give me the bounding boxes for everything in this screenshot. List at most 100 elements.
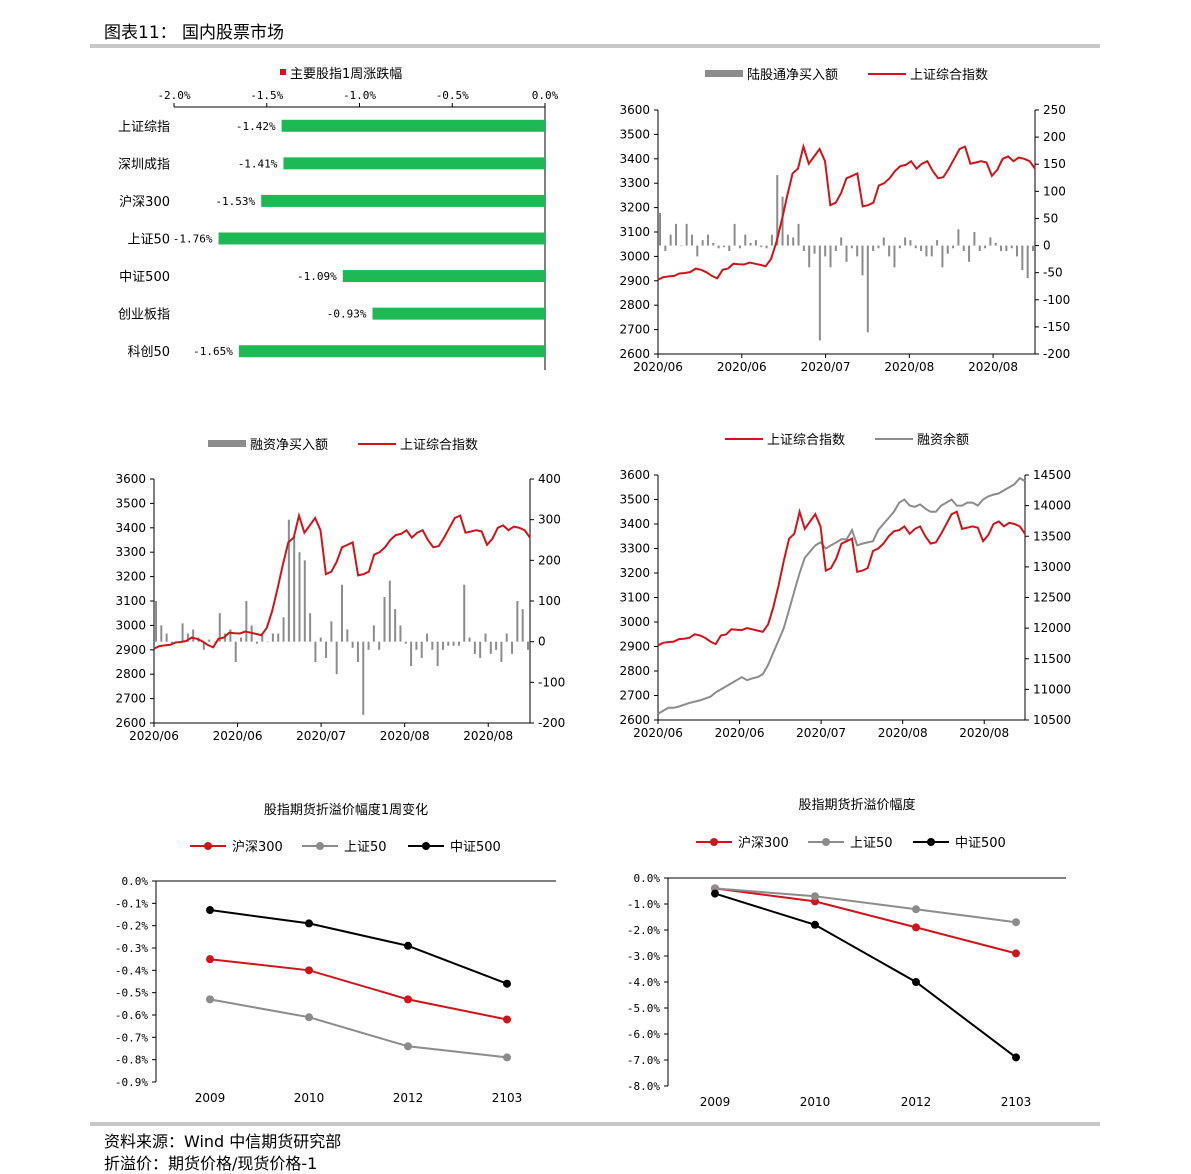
northbound-bar: [669, 234, 672, 246]
northbound-bar: [984, 245, 987, 249]
left-tick-label: 3400: [619, 517, 650, 531]
margin-buy-bar: [431, 641, 434, 650]
margin-buy-bar: [404, 641, 407, 644]
northbound-bar: [989, 237, 992, 246]
margin-buy-bar: [346, 629, 349, 642]
northbound-bar: [717, 245, 720, 249]
x-tick-label: 2020/07: [796, 726, 846, 740]
northbound-bar: [952, 245, 955, 249]
legend-label: 沪深300: [232, 839, 283, 855]
margin-buy-bar: [314, 641, 317, 662]
legend-marker: [422, 842, 430, 850]
y-tick-label: -0.4%: [115, 964, 148, 977]
northbound-bar: [994, 242, 997, 246]
y-tick-label: -0.5%: [115, 987, 148, 1000]
northbound-bar: [877, 245, 880, 249]
northbound-bar: [776, 175, 779, 246]
data-point: [404, 995, 412, 1004]
data-label: -1.09%: [297, 270, 337, 283]
northbound-bar: [1005, 245, 1008, 251]
left-tick-label: 2600: [115, 716, 146, 730]
margin-buy-bar: [335, 641, 338, 675]
y-tick-label: -2.0%: [627, 924, 660, 937]
margin-buy-bar: [319, 637, 322, 642]
chart-title: 股指期货折溢价幅度: [798, 797, 915, 813]
left-tick-label: 3300: [619, 542, 650, 556]
northbound-bar: [866, 245, 869, 333]
x-tick-label: 2020/06: [633, 726, 683, 740]
margin-buy-bar: [473, 641, 476, 654]
margin-buy-bar: [516, 601, 519, 642]
northbound-bar: [690, 234, 693, 246]
bar: [281, 119, 545, 132]
data-point: [912, 978, 920, 986]
bar: [238, 345, 546, 358]
margin-buy-bar: [202, 641, 205, 650]
margin-buy-bar: [325, 641, 328, 658]
y-tick-label: -4.0%: [627, 976, 660, 989]
northbound-bar: [674, 223, 677, 246]
data-point: [503, 979, 511, 988]
basis-definition-note: 折溢价：期货价格/现货价格-1: [104, 1154, 318, 1173]
right-tick-label: 0: [538, 635, 546, 649]
northbound-bar: [882, 237, 885, 246]
left-tick-label: 3600: [115, 472, 146, 486]
northbound-bar: [738, 245, 741, 249]
data-point: [305, 1013, 313, 1022]
northbound-bar: [824, 245, 827, 257]
left-tick-label: 3100: [115, 594, 146, 608]
northbound-bar: [722, 245, 725, 248]
left-tick-label: 3000: [619, 249, 650, 263]
margin-buy-bar: [505, 633, 508, 642]
left-tick-label: 3200: [619, 566, 650, 580]
legend-marker: [822, 838, 830, 846]
top-rule: [90, 44, 1100, 48]
northbound-bar: [888, 245, 891, 257]
northbound-bar: [946, 245, 949, 254]
margin-buy-bar: [500, 641, 503, 662]
northbound-bar: [909, 240, 912, 246]
margin-buy-bar: [452, 641, 455, 646]
margin-buy-bar: [527, 641, 529, 650]
index-line: [153, 511, 531, 650]
category-label: 深圳成指: [118, 157, 170, 172]
left-tick-label: 3400: [619, 152, 650, 166]
y-tick-label: -0.3%: [115, 942, 148, 955]
category-label: 创业板指: [118, 308, 170, 323]
legend-marker: [316, 842, 324, 850]
left-tick-label: 3500: [115, 496, 146, 510]
right-tick-label: 14500: [1033, 468, 1071, 482]
y-tick-label: -6.0%: [627, 1028, 660, 1041]
northbound-bar: [744, 234, 747, 246]
northbound-bar: [696, 245, 699, 257]
legend-marker: [710, 838, 718, 846]
northbound-bar: [914, 245, 917, 249]
left-tick-label: 3200: [619, 201, 650, 215]
northbound-bar: [925, 245, 928, 257]
source-note: 资料来源：Wind 中信期货研究部: [104, 1132, 342, 1151]
northbound-bar: [930, 245, 933, 257]
x-tick-label: 2020/08: [463, 729, 513, 743]
x-tick-label: -1.5%: [250, 89, 283, 102]
margin-buy-bar: [351, 641, 354, 648]
legend-marker: [927, 838, 935, 846]
chart-title: 股指期货折溢价幅度1周变化: [264, 802, 428, 818]
margin-buy-bar: [394, 609, 397, 642]
x-tick-label: 2020/07: [801, 360, 851, 374]
margin-buy-bar: [341, 584, 343, 642]
bar: [283, 157, 545, 170]
y-tick-label: -3.0%: [627, 950, 660, 963]
category-label: 上证综指: [118, 120, 170, 135]
legend-marker: [204, 842, 212, 850]
index-line: [657, 142, 1036, 281]
y-tick-label: -0.6%: [115, 1009, 148, 1022]
y-tick-label: 0.0%: [634, 872, 661, 885]
left-tick-label: 3600: [619, 103, 650, 117]
right-tick-label: 12500: [1033, 591, 1071, 605]
x-tick-label: -2.0%: [157, 89, 190, 102]
legend-label: 陆股通净买入额: [747, 67, 838, 83]
data-point: [404, 1042, 412, 1051]
margin-buy-bar: [287, 519, 290, 642]
data-point: [305, 966, 313, 975]
margin-buy-bar: [415, 641, 418, 650]
